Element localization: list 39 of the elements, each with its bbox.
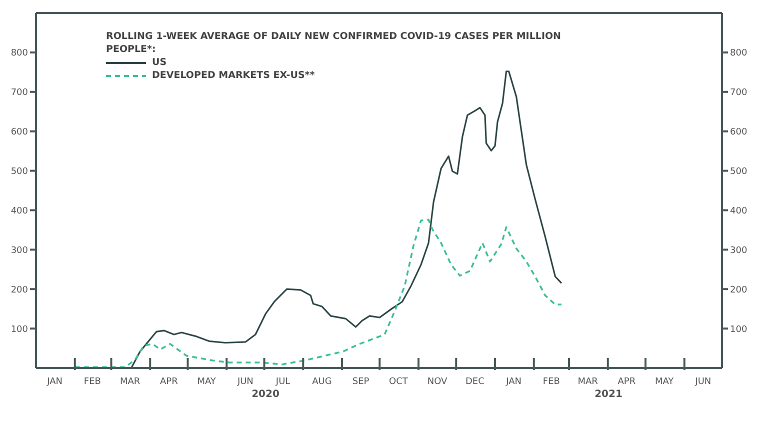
legend-label: DEVELOPED MARKETS EX-US** [152, 69, 315, 82]
y2-tick-label: 100 [730, 324, 748, 335]
y-tick-label: 400 [10, 206, 28, 216]
x-tick-label: SEP [352, 377, 370, 387]
legend-title: ROLLING 1-WEEK AVERAGE OF DAILY NEW CONFIRMED COVID-19 CASES PER MILLION PEOPLE*: [106, 30, 562, 56]
y-tick-label: 100 [10, 324, 28, 335]
y-tick-label: 500 [10, 166, 28, 177]
y2-tick-label: 800 [730, 48, 748, 59]
x-tick-label: JAN [46, 377, 63, 387]
x-tick-label: MAR [120, 377, 140, 387]
x-tick-label: JUN [694, 377, 712, 387]
x-tick-label: FEB [84, 377, 101, 387]
y2-tick-label: 700 [730, 88, 748, 98]
y-tick-label: 700 [10, 88, 28, 98]
x-tick-label: AUG [312, 377, 332, 387]
x-tick-label: APR [618, 377, 636, 387]
x-tick-label: NOV [427, 377, 448, 387]
y2-tick-label: 200 [730, 285, 748, 296]
x-tick-label: JUN [236, 377, 254, 387]
y2-tick-label: 500 [730, 166, 748, 177]
x-tick-label: MAY [654, 377, 674, 387]
y-tick-label: 600 [10, 128, 28, 138]
x-tick-label: JUL [274, 377, 290, 387]
y2-tick-label: 600 [730, 128, 748, 138]
text: 2020 [252, 389, 280, 400]
x-tick-label: OCT [389, 377, 408, 387]
x-tick-label: MAR [578, 377, 598, 387]
text: 2021 [594, 389, 622, 400]
y2-tick-label: 300 [730, 246, 748, 256]
y2-tick-label: 400 [730, 206, 748, 216]
x-tick-label: JAN [505, 377, 522, 387]
x-tick-label: MAY [197, 377, 216, 387]
x-tick-label: APR [160, 377, 178, 387]
x-tick-label: FEB [542, 377, 560, 387]
x-tick-label: DEC [465, 377, 484, 387]
y-tick-label: 300 [10, 246, 28, 256]
legend-label: US [152, 56, 167, 69]
y-tick-label: 800 [10, 48, 28, 59]
y-tick-label: 200 [10, 285, 28, 296]
